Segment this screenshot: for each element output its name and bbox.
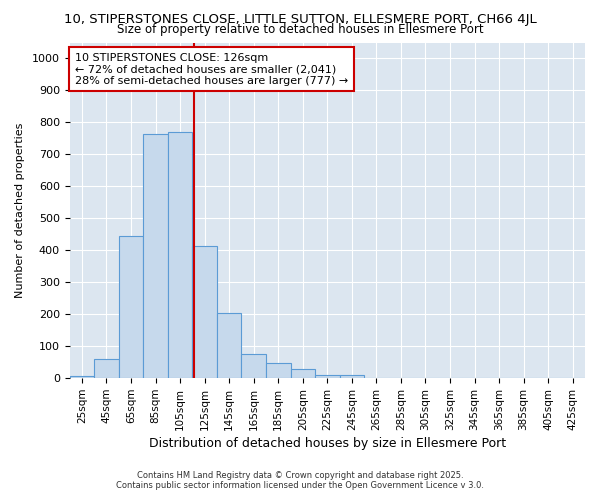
Bar xyxy=(143,134,168,378)
Bar xyxy=(290,370,315,378)
Bar xyxy=(241,354,266,378)
Bar xyxy=(217,312,241,378)
Text: 10 STIPERSTONES CLOSE: 126sqm
← 72% of detached houses are smaller (2,041)
28% o: 10 STIPERSTONES CLOSE: 126sqm ← 72% of d… xyxy=(75,52,348,86)
X-axis label: Distribution of detached houses by size in Ellesmere Port: Distribution of detached houses by size … xyxy=(149,437,506,450)
Bar xyxy=(193,246,217,378)
Bar xyxy=(315,375,340,378)
Text: Contains HM Land Registry data © Crown copyright and database right 2025.
Contai: Contains HM Land Registry data © Crown c… xyxy=(116,470,484,490)
Bar xyxy=(70,376,94,378)
Text: 10, STIPERSTONES CLOSE, LITTLE SUTTON, ELLESMERE PORT, CH66 4JL: 10, STIPERSTONES CLOSE, LITTLE SUTTON, E… xyxy=(64,12,536,26)
Y-axis label: Number of detached properties: Number of detached properties xyxy=(15,122,25,298)
Bar xyxy=(266,363,290,378)
Bar xyxy=(119,236,143,378)
Bar xyxy=(340,375,364,378)
Bar xyxy=(168,132,193,378)
Bar xyxy=(94,359,119,378)
Text: Size of property relative to detached houses in Ellesmere Port: Size of property relative to detached ho… xyxy=(116,22,484,36)
